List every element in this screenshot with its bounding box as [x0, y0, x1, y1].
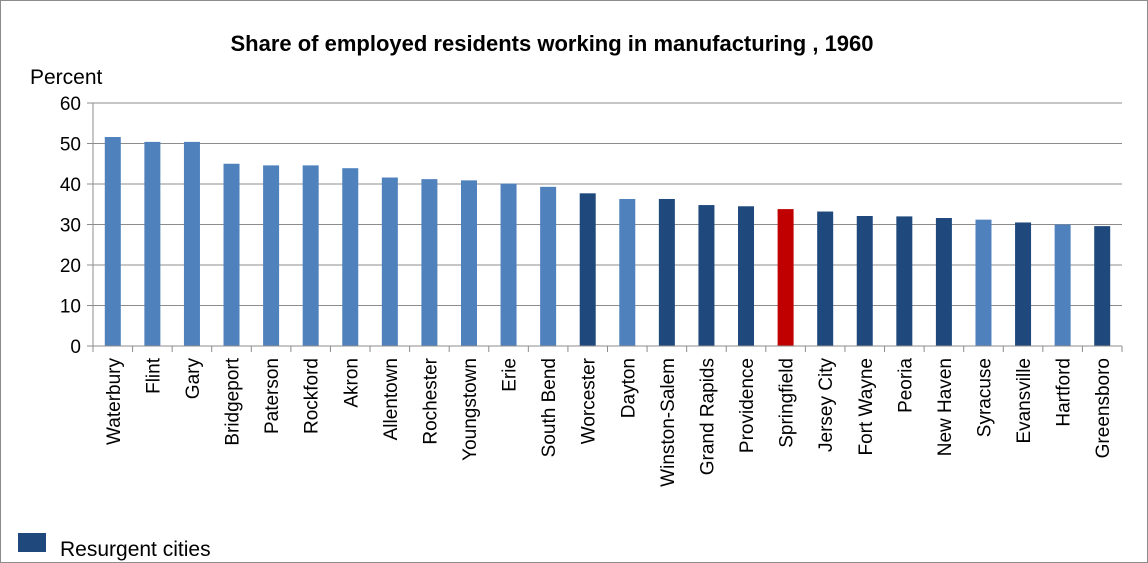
x-tick-label: Greensboro	[1093, 358, 1114, 458]
bar-bridgeport	[224, 164, 240, 346]
bar-new-haven	[936, 218, 952, 346]
x-tick-label: Evansville	[1014, 358, 1035, 444]
bar-providence	[738, 206, 754, 346]
x-tick-label: Jersey City	[816, 358, 837, 452]
x-tick-label: Providence	[737, 358, 758, 453]
legend: Resurgent cities	[18, 533, 211, 561]
x-tick-label: New Haven	[935, 358, 956, 456]
y-tick-label: 40	[60, 175, 81, 196]
x-tick-label: Peoria	[895, 358, 916, 413]
bar-flint	[144, 142, 160, 346]
x-tick-label: Rockford	[302, 358, 323, 434]
bar-paterson	[263, 165, 279, 346]
x-tick-label: Erie	[500, 358, 521, 392]
bar-grand-rapids	[698, 205, 714, 346]
legend-label-resurgent: Resurgent cities	[60, 538, 211, 561]
bar-syracuse	[975, 220, 991, 346]
x-tick-label: Akron	[341, 358, 362, 408]
x-tick-label: Youngstown	[460, 358, 481, 461]
x-tick-label: Springfield	[777, 358, 798, 448]
bar-allentown	[382, 178, 398, 346]
gridlines	[93, 103, 1122, 306]
bar-greensboro	[1094, 226, 1110, 346]
x-tick-label: South Bend	[539, 358, 560, 457]
y-tick-label: 0	[70, 337, 81, 358]
bar-akron	[342, 168, 358, 346]
chart-title: Share of employed residents working in m…	[230, 31, 873, 56]
y-tick-label: 30	[60, 216, 81, 237]
bar-dayton	[619, 199, 635, 346]
bar-gary	[184, 142, 200, 346]
x-tick-label: Syracuse	[974, 358, 995, 437]
x-tick-label: Paterson	[262, 358, 283, 434]
bar-springfield	[778, 209, 794, 346]
bar-rochester	[421, 179, 437, 346]
x-tick-label: Gary	[183, 358, 204, 400]
bar-rockford	[303, 165, 319, 346]
x-tick-label: Grand Rapids	[697, 358, 718, 475]
bar-south-bend	[540, 187, 556, 346]
bar-winston-salem	[659, 199, 675, 346]
bar-jersey-city	[817, 212, 833, 346]
x-tick-label: Rochester	[420, 357, 441, 444]
bar-evansville	[1015, 222, 1031, 346]
bar-worcester	[580, 193, 596, 346]
y-axis-label: Percent	[30, 66, 103, 89]
bar-peoria	[896, 216, 912, 346]
bar-hartford	[1055, 225, 1071, 347]
y-tick-label: 50	[60, 135, 81, 156]
y-tick-label: 10	[60, 297, 81, 318]
bar-erie	[501, 184, 517, 346]
bar-fort-wayne	[857, 216, 873, 346]
bars	[105, 137, 1110, 346]
x-tick-label: Dayton	[618, 358, 639, 418]
x-tick-label: Winston-Salem	[658, 358, 679, 487]
x-tick-label: Fort Wayne	[856, 358, 877, 456]
x-tick-label: Allentown	[381, 358, 402, 440]
y-tick-label: 60	[60, 94, 81, 115]
bar-youngstown	[461, 180, 477, 346]
y-tick-label: 20	[60, 256, 81, 277]
x-tick-label: Hartford	[1054, 358, 1075, 427]
x-tick-label: Bridgeport	[223, 357, 244, 445]
legend-swatch-resurgent	[18, 533, 46, 552]
x-tick-label: Flint	[143, 357, 164, 394]
x-tick-label: Worcester	[579, 357, 600, 444]
x-tick-label: Waterbury	[104, 358, 125, 445]
bar-waterbury	[105, 137, 121, 346]
